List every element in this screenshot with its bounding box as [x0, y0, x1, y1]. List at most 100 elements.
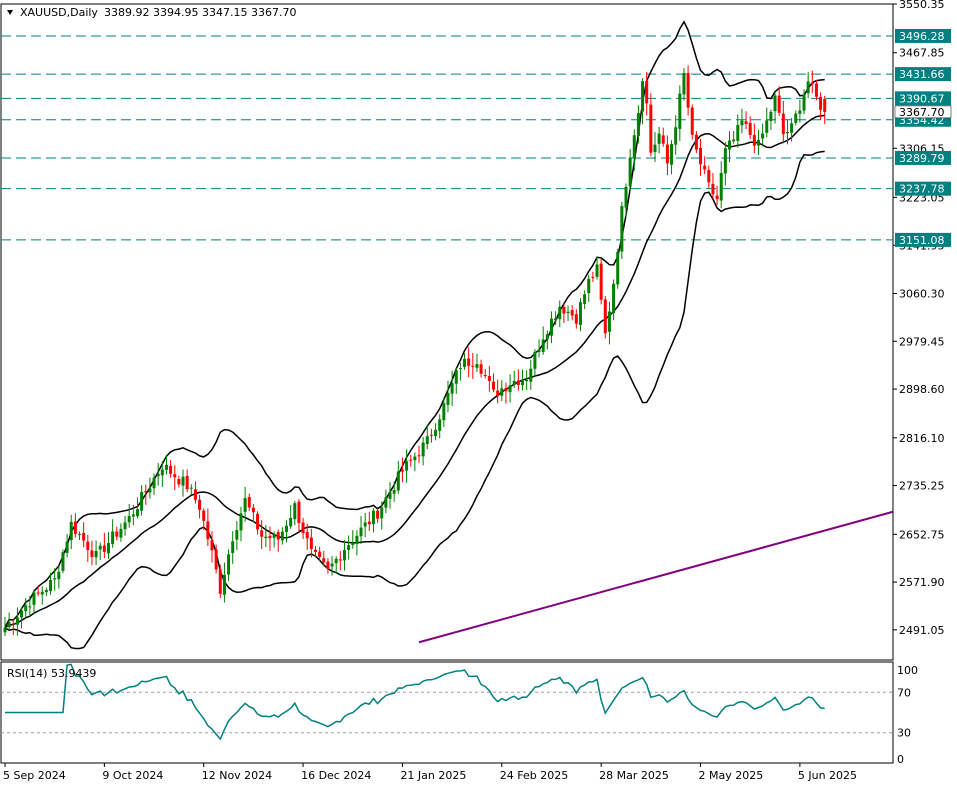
candle[interactable] [612, 279, 616, 321]
candle[interactable] [214, 544, 218, 574]
candle[interactable] [305, 523, 309, 550]
candle[interactable] [20, 607, 24, 629]
candle[interactable] [578, 298, 582, 332]
candle[interactable] [467, 347, 471, 378]
level-tag[interactable]: 3289.79 [895, 150, 951, 165]
candle[interactable] [661, 127, 665, 147]
candle[interactable] [251, 503, 255, 523]
candle[interactable] [429, 428, 433, 443]
candle[interactable] [765, 107, 769, 138]
candle[interactable] [657, 127, 661, 154]
level-tag[interactable]: 3496.28 [895, 28, 951, 43]
candle[interactable] [521, 369, 524, 391]
candle[interactable] [24, 598, 28, 619]
candle[interactable] [628, 148, 632, 192]
level-tag[interactable]: 3390.67 [895, 91, 951, 106]
candle[interactable] [806, 72, 810, 99]
candle[interactable] [732, 131, 736, 144]
candle[interactable] [711, 173, 715, 199]
candle[interactable] [239, 506, 243, 542]
candle[interactable] [516, 369, 520, 391]
candle[interactable] [330, 556, 334, 576]
candle[interactable] [384, 489, 388, 514]
candle[interactable] [740, 108, 744, 134]
candle[interactable] [690, 104, 694, 140]
candle[interactable] [554, 311, 558, 326]
band-middle[interactable] [4, 114, 825, 629]
candle[interactable] [442, 397, 446, 427]
candle[interactable] [624, 183, 628, 218]
candle[interactable] [140, 485, 144, 516]
candle[interactable] [98, 542, 102, 560]
candle[interactable] [111, 519, 115, 548]
candle[interactable] [583, 290, 587, 310]
candle[interactable] [707, 165, 711, 189]
candle[interactable] [616, 248, 620, 289]
candle[interactable] [769, 109, 773, 131]
candle[interactable] [541, 326, 545, 355]
candle[interactable] [483, 368, 487, 379]
candle[interactable] [632, 129, 636, 171]
candle[interactable] [649, 93, 653, 157]
candle[interactable] [86, 534, 90, 562]
candle[interactable] [591, 271, 595, 282]
candle[interactable] [152, 473, 156, 495]
candle[interactable] [595, 256, 599, 280]
candle[interactable] [409, 454, 413, 467]
level-tag[interactable]: 3237.78 [895, 181, 951, 196]
candle[interactable] [450, 370, 454, 406]
candle[interactable] [65, 533, 69, 558]
candle[interactable] [49, 572, 53, 595]
candle[interactable] [115, 526, 119, 541]
candle[interactable] [392, 481, 396, 502]
candle[interactable] [355, 530, 359, 556]
candle[interactable] [363, 513, 367, 538]
candle[interactable] [434, 423, 438, 441]
candle[interactable] [193, 481, 197, 504]
candle[interactable] [297, 499, 301, 532]
candle[interactable] [338, 551, 342, 571]
candle[interactable] [810, 70, 814, 94]
candle[interactable] [549, 311, 553, 344]
level-tag[interactable]: 3431.66 [895, 67, 951, 82]
candle[interactable] [463, 353, 467, 370]
candle[interactable] [69, 514, 73, 550]
candle[interactable] [28, 595, 32, 616]
candle[interactable] [351, 530, 355, 549]
candle[interactable] [566, 305, 570, 322]
candle[interactable] [529, 360, 533, 390]
candle[interactable] [558, 300, 562, 328]
candle[interactable] [533, 349, 537, 377]
candle[interactable] [15, 607, 19, 636]
candle[interactable] [210, 531, 214, 563]
candle[interactable] [73, 513, 77, 538]
candle[interactable] [198, 494, 202, 519]
candle[interactable] [334, 556, 338, 574]
candle[interactable] [678, 85, 682, 141]
candle[interactable] [715, 185, 719, 206]
candle[interactable] [40, 586, 44, 605]
candle[interactable] [131, 504, 135, 526]
candle[interactable] [314, 546, 317, 558]
candle[interactable] [231, 531, 235, 564]
candle[interactable] [723, 142, 727, 186]
candle[interactable] [686, 65, 690, 116]
candle[interactable] [11, 618, 15, 635]
candle[interactable] [376, 506, 380, 524]
candle[interactable] [645, 72, 649, 116]
candle[interactable] [802, 89, 806, 115]
candle[interactable] [777, 86, 781, 117]
triangle-down-icon[interactable] [7, 10, 13, 15]
candle[interactable] [185, 469, 189, 493]
candle[interactable] [32, 589, 36, 615]
candle[interactable] [748, 116, 752, 139]
candle[interactable] [781, 100, 785, 144]
candle[interactable] [823, 95, 827, 125]
candle[interactable] [173, 465, 177, 491]
candle[interactable] [164, 456, 168, 475]
candle[interactable] [202, 508, 206, 530]
candle[interactable] [94, 540, 98, 566]
candle[interactable] [227, 549, 231, 582]
candle[interactable] [504, 382, 508, 404]
candle[interactable] [82, 522, 86, 548]
